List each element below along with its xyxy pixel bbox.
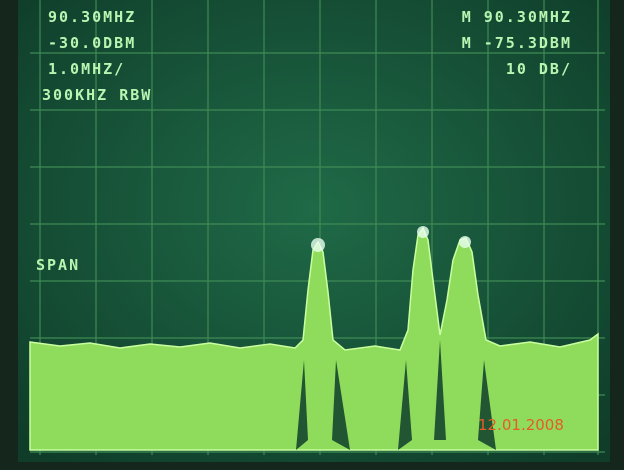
scale: 10 DB/ [506,60,572,78]
analyzer-screen: 90.30MHZ -30.0DBM 1.0MHZ/ 300KHZ RBW M 9… [0,0,624,470]
center-frequency: 90.30MHZ [48,8,136,26]
photo-date: 12.01.2008 [478,416,564,434]
page: {"screen": { "readouts_left": ["90.30MHZ… [0,0,624,470]
reference-level: -30.0DBM [48,34,136,52]
peak-glow [459,236,471,248]
marker-level: M -75.3DBM [462,34,572,52]
marker-frequency: M 90.30MHZ [462,8,572,26]
peak-glow [311,238,325,252]
span-label: SPAN [36,256,80,274]
span-per-division: 1.0MHZ/ [48,60,125,78]
peak-glow [417,226,429,238]
resolution-bandwidth: 300KHZ RBW [42,86,152,104]
